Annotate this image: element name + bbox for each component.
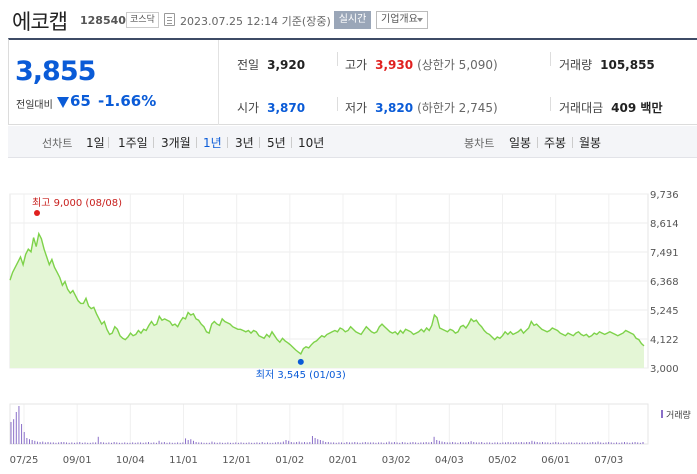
tab-daily-candle[interactable]: 일봉	[509, 136, 532, 150]
quote-timestamp: 2023.07.25 12:14 기준(장중)	[180, 15, 331, 28]
change-label: 전일대비	[16, 100, 53, 111]
upper-limit: (상한가 5,090)	[417, 58, 498, 72]
low-label: 저가	[345, 101, 368, 115]
tab-monthly-candle[interactable]: 월봉	[579, 136, 602, 150]
high-cell: 고가 3,930 (상한가 5,090)	[345, 56, 498, 73]
open-cell: 시가 3,870	[237, 99, 305, 116]
volume-frame	[9, 403, 649, 445]
tab-1w[interactable]: 1주일	[118, 136, 148, 150]
volume-legend-swatch	[661, 410, 663, 418]
y-tick-label: 3,000	[650, 364, 679, 375]
tab-10y[interactable]: 10년	[298, 136, 325, 150]
x-tick-label: 07/25	[10, 455, 39, 466]
price-line	[9, 231, 645, 355]
high-label: 고가	[345, 58, 368, 72]
price-area-fill	[10, 233, 644, 368]
down-arrow-icon	[57, 97, 69, 108]
volume-value: 105,855	[600, 58, 655, 72]
divider	[227, 137, 228, 148]
amount-cell: 거래대금 409 백만	[559, 99, 662, 116]
x-tick-label: 01/02	[275, 455, 304, 466]
divider	[550, 52, 551, 66]
stock-code: 128540	[80, 14, 126, 27]
company-info-dropdown[interactable]: 기업개요	[376, 11, 428, 29]
price-chart[interactable]: 9,736 8,614 7,491 6,368 5,245 4,122 3,000 07/25…	[0, 158, 697, 474]
chart-tab-bar: 선차트 1일 1주일 3개월 1년 3년 5년 10년 봉차트 일봉 주봉 월봉	[8, 126, 697, 158]
y-tick-label: 9,736	[650, 190, 679, 201]
tab-3m[interactable]: 3개월	[161, 136, 191, 150]
current-price-panel: 3,855 전일대비 65 -1.66%	[9, 40, 219, 125]
high-annotation: 최고 9,000 (08/08)	[32, 197, 122, 209]
x-tick-label: 11/01	[169, 455, 198, 466]
x-tick-label: 04/03	[435, 455, 464, 466]
candle-chart-label: 봉차트	[464, 137, 495, 150]
clock-icon	[164, 13, 175, 26]
x-tick-label: 02/01	[329, 455, 358, 466]
line-chart-label: 선차트	[42, 137, 73, 150]
price-chart-svg: 9,736 8,614 7,491 6,368 5,245 4,122 3,000 07/25…	[9, 190, 691, 466]
x-tick-label: 10/04	[116, 455, 145, 466]
change-percent: -1.66%	[98, 92, 157, 110]
current-price: 3,855	[15, 56, 96, 87]
tab-5y[interactable]: 5년	[267, 136, 286, 150]
y-tick-label: 7,491	[650, 248, 679, 259]
x-tick-label: 12/01	[222, 455, 251, 466]
amount-value: 409 백만	[611, 101, 663, 115]
divider	[259, 137, 260, 148]
chevron-down-icon	[417, 18, 423, 22]
divider	[291, 137, 292, 148]
tab-1d[interactable]: 1일	[86, 136, 105, 150]
company-name: 에코캡	[12, 10, 68, 34]
y-tick-label: 8,614	[650, 219, 679, 230]
high-value: 3,930	[375, 58, 414, 72]
volume-cell: 거래량 105,855	[559, 56, 655, 73]
divider	[196, 137, 197, 148]
y-tick-label: 6,368	[650, 277, 679, 288]
divider	[537, 137, 538, 148]
y-tick-label: 4,122	[650, 335, 679, 346]
y-tick-label: 5,245	[650, 306, 679, 317]
low-marker	[297, 358, 304, 365]
x-tick-label: 05/02	[488, 455, 517, 466]
volume-legend-label: 거래량	[666, 409, 691, 421]
tab-weekly-candle[interactable]: 주봉	[544, 136, 567, 150]
open-value: 3,870	[267, 101, 306, 115]
low-cell: 저가 3,820 (하한가 2,745)	[345, 99, 498, 116]
divider	[572, 137, 573, 148]
open-label: 시가	[237, 101, 260, 115]
low-annotation: 최저 3,545 (01/03)	[256, 369, 346, 381]
quote-panel: 3,855 전일대비 65 -1.66% 전일 3,920 고가 3,930 (상한가…	[8, 38, 697, 125]
volume-label: 거래량	[559, 58, 593, 72]
company-info-label: 기업개요	[381, 14, 418, 25]
divider	[337, 52, 338, 66]
lower-limit: (하한가 2,745)	[417, 101, 498, 115]
market-badge: 코스닥	[126, 12, 159, 28]
amount-label: 거래대금	[559, 101, 604, 115]
high-marker	[34, 210, 40, 216]
prev-close-value: 3,920	[267, 58, 306, 72]
x-tick-label: 03/02	[382, 455, 411, 466]
tab-3y[interactable]: 3년	[235, 136, 254, 150]
divider	[337, 97, 338, 111]
change-value: 65	[70, 92, 91, 110]
prev-close-cell: 전일 3,920	[237, 56, 305, 73]
tab-1y[interactable]: 1년	[203, 136, 222, 150]
divider	[153, 137, 154, 148]
divider	[550, 97, 551, 111]
realtime-button[interactable]: 실시간	[334, 11, 371, 29]
prev-close-label: 전일	[237, 58, 260, 72]
divider	[108, 137, 109, 148]
stock-header: 에코캡 128540 코스닥 2023.07.25 12:14 기준(장중) 실…	[0, 0, 697, 38]
low-value: 3,820	[375, 101, 414, 115]
x-tick-label: 07/03	[594, 455, 623, 466]
x-tick-label: 06/01	[541, 455, 570, 466]
x-tick-label: 09/01	[63, 455, 92, 466]
